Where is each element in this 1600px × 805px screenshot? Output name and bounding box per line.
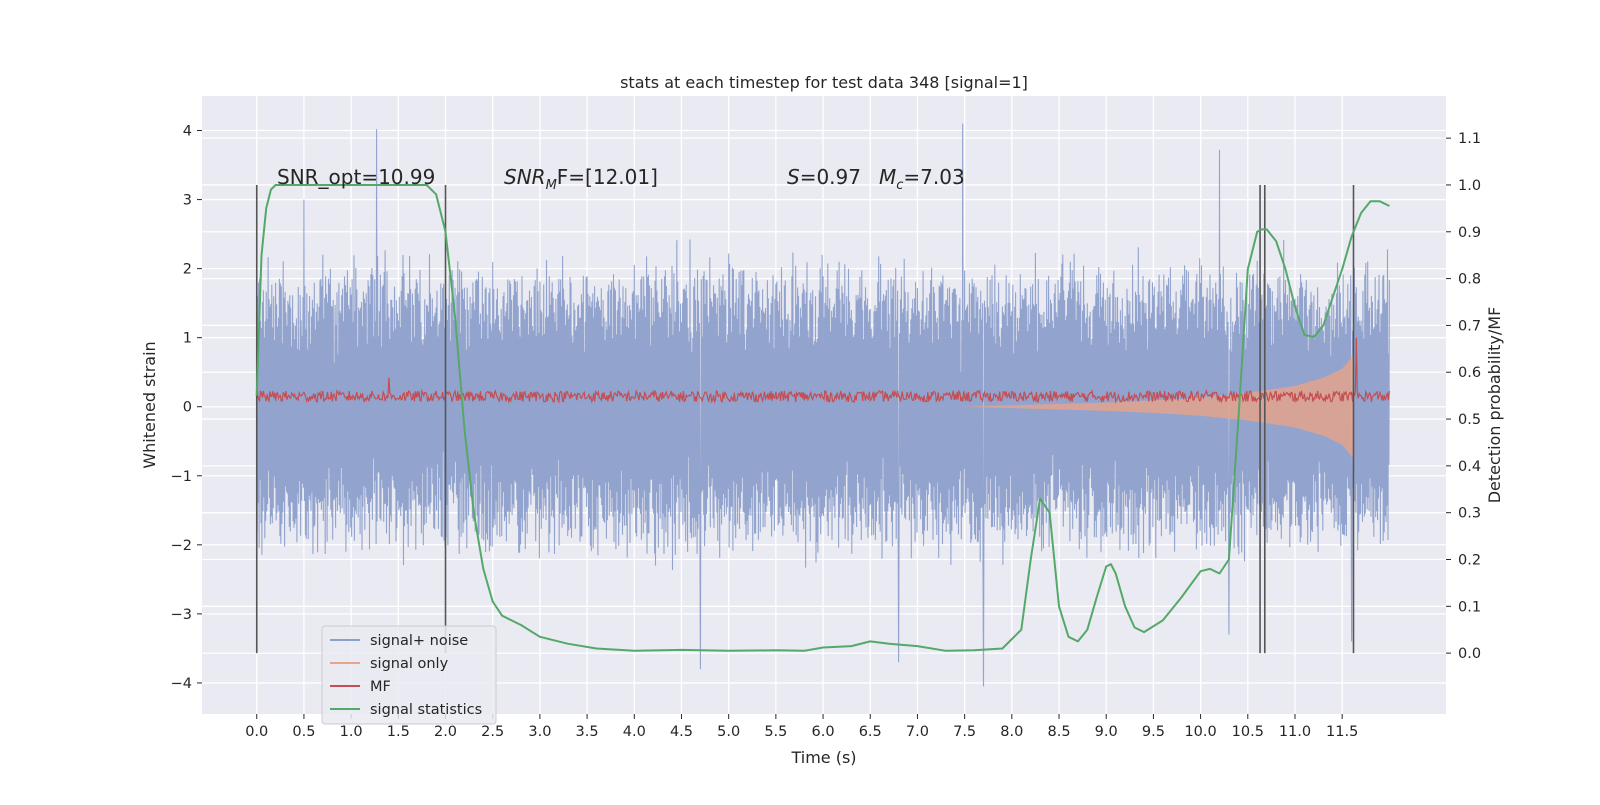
- x-tick-label: 4.5: [670, 724, 693, 740]
- legend-box: [321, 625, 497, 725]
- x-tick-label: 10.0: [1184, 724, 1216, 740]
- y-tick-label-left: −2: [171, 538, 192, 554]
- x-tick-label: 7.0: [906, 724, 929, 740]
- x-tick-label: 9.0: [1095, 724, 1118, 740]
- tick-layer: 0.0 0.5 1.0 1.5 2.0 2.5 3.0 3.5 4.0 4.5 5.0 5.5 6.0 6…: [171, 124, 1481, 740]
- x-tick-label: 3.0: [528, 724, 551, 740]
- y-axis-label-right: Detection probability/MF: [1485, 307, 1504, 504]
- mc-label: M: [879, 165, 896, 189]
- y-tick-label-left: −1: [171, 469, 192, 485]
- y-tick-label-right: 0.8: [1458, 272, 1481, 288]
- mc-value: =7.03: [903, 165, 964, 189]
- mc-sub: c: [896, 178, 903, 193]
- x-tick-label: 10.5: [1232, 724, 1264, 740]
- signal-only-band: [964, 354, 1354, 459]
- legend-label-signal-noise: signal+ noise: [370, 633, 468, 649]
- annotation-layer: SNR_opt=10.99 SNRMF=[12.01] S=0.97 Mc=7.0…: [277, 165, 965, 193]
- y-tick-label-right: 0.4: [1458, 459, 1481, 475]
- y-tick-label-left: 3: [183, 193, 192, 209]
- x-tick-label: 7.5: [953, 724, 976, 740]
- x-tick-label: 1.0: [340, 724, 363, 740]
- y-tick-label-right: 0.5: [1458, 412, 1481, 428]
- vertical-markers: [255, 184, 1355, 654]
- y-axis-label-left: Whitened strain: [140, 341, 159, 468]
- x-tick-label: 8.0: [1000, 724, 1023, 740]
- annotation-snr-opt: SNR_opt=10.99: [277, 165, 435, 189]
- x-tick-label: 0.0: [245, 724, 268, 740]
- y-tick-label-left: −3: [171, 607, 192, 623]
- snr-mf-base: SNR: [504, 165, 546, 189]
- legend-label-mf: MF: [370, 679, 391, 695]
- legend-label-signal-only: signal only: [370, 656, 449, 672]
- x-tick-label: 4.0: [623, 724, 646, 740]
- x-tick-label: 0.5: [292, 724, 315, 740]
- y-tick-label-right: 0.2: [1458, 553, 1481, 569]
- x-tick-label: 6.0: [812, 724, 835, 740]
- y-tick-label-right: 0.3: [1458, 506, 1481, 522]
- x-tick-label: 5.5: [764, 724, 787, 740]
- annotation-s-mc: S=0.97 Mc=7.03: [787, 165, 965, 193]
- signal-statistics-series: [255, 184, 1390, 652]
- legend-label-signal-statistics: signal statistics: [370, 702, 482, 718]
- snr-mf-sub: M: [546, 178, 557, 193]
- y-tick-label-right: 1.1: [1458, 131, 1481, 147]
- y-tick-label-right: 1.0: [1458, 178, 1481, 194]
- signal-only-series: [964, 354, 1354, 459]
- x-tick-label: 6.5: [859, 724, 882, 740]
- x-tick-label: 9.5: [1142, 724, 1165, 740]
- x-tick-label: 5.0: [717, 724, 740, 740]
- y-tick-label-left: 2: [183, 262, 192, 278]
- x-axis-label: Time (s): [790, 748, 856, 767]
- x-tick-label: 2.5: [481, 724, 504, 740]
- x-tick-label: 1.5: [387, 724, 410, 740]
- annotation-snr-mf: SNRMF=[12.01]: [504, 165, 658, 193]
- chart-title: stats at each timestep for test data 348…: [620, 73, 1028, 92]
- y-tick-label-right: 0.9: [1458, 225, 1481, 241]
- snr-mf-rest: F=[12.01]: [557, 165, 658, 189]
- y-tick-label-right: 0.0: [1458, 646, 1481, 662]
- y-tick-label-left: 0: [183, 400, 192, 416]
- y-tick-label-left: 4: [183, 124, 192, 140]
- y-tick-label-right: 0.6: [1458, 365, 1481, 381]
- x-tick-label: 8.5: [1047, 724, 1070, 740]
- x-tick-label: 11.0: [1279, 724, 1311, 740]
- x-tick-label: 2.0: [434, 724, 457, 740]
- y-tick-label-right: 0.7: [1458, 318, 1481, 334]
- legend: signal+ noise signal only MF signal stat…: [321, 625, 497, 725]
- x-tick-label: 11.5: [1326, 724, 1358, 740]
- s-value: =0.97: [800, 165, 861, 189]
- x-tick-label: 3.5: [576, 724, 599, 740]
- y-tick-label-left: −4: [171, 676, 192, 692]
- y-tick-label-left: 1: [183, 331, 192, 347]
- s-label: S: [787, 165, 800, 189]
- y-tick-label-right: 0.1: [1458, 599, 1481, 615]
- signal-statistics-line: [255, 184, 1390, 652]
